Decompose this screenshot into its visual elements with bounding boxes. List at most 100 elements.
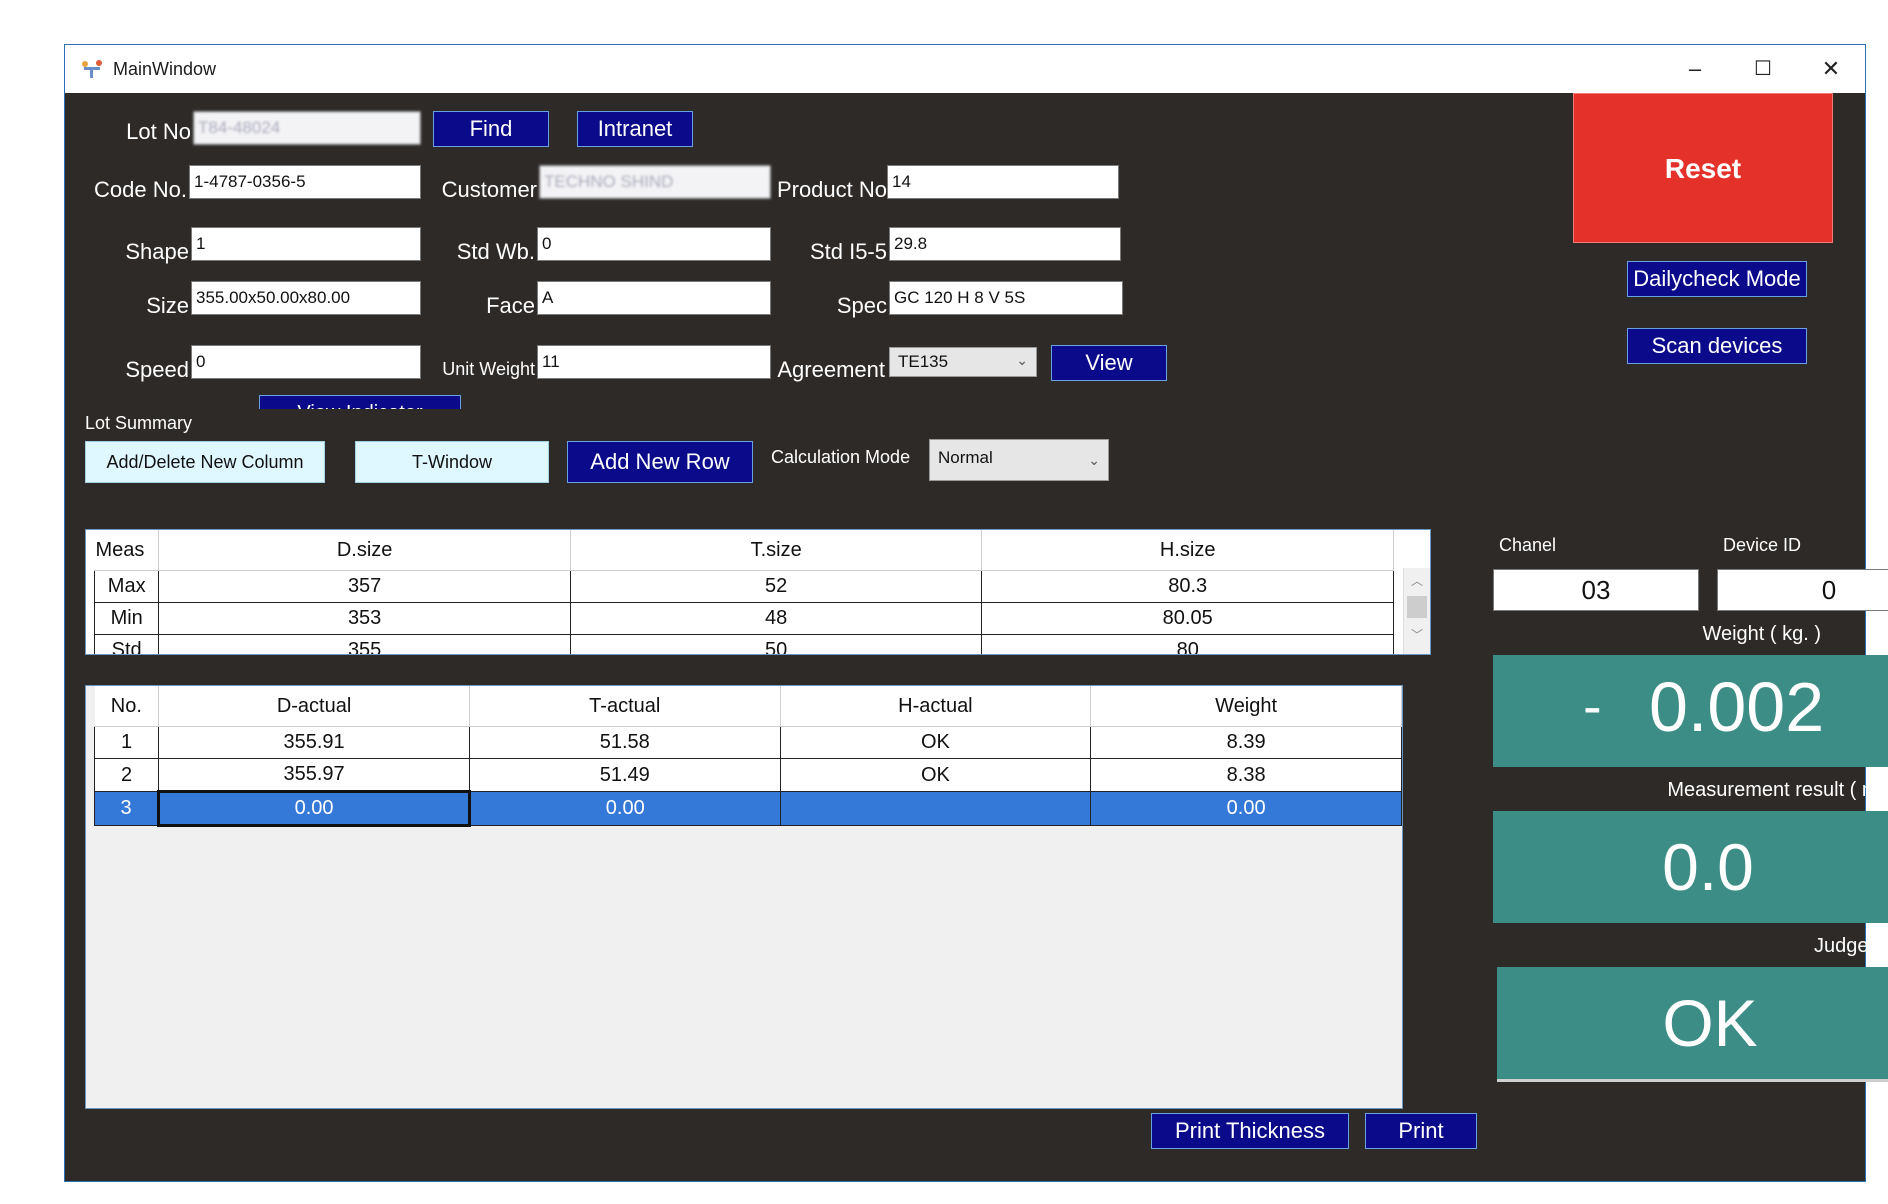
- add-delete-column-button[interactable]: Add/Delete New Column: [85, 441, 325, 483]
- calculation-mode-label: Calculation Mode: [771, 447, 911, 467]
- spec-input[interactable]: GC 120 H 8 V 5S: [889, 281, 1123, 315]
- table-row[interactable]: Max 357 52 80.3: [93, 570, 1394, 603]
- table-cell[interactable]: 3: [93, 791, 160, 826]
- judgement-display: OK: [1497, 967, 1888, 1082]
- intranet-button[interactable]: Intranet: [577, 111, 693, 147]
- col-header[interactable]: Weight: [1090, 686, 1402, 727]
- table-cell[interactable]: 52: [569, 570, 983, 603]
- view-indicator-button[interactable]: View Indicator: [259, 395, 461, 409]
- measurement-table: No. D-actual T-actual H-actual Weight 1 …: [85, 685, 1403, 1109]
- table-cell[interactable]: Std: [93, 634, 160, 654]
- code-no-input[interactable]: 1-4787-0356-5: [189, 165, 421, 199]
- table-cell[interactable]: [779, 791, 1092, 826]
- col-header[interactable]: T.size: [570, 530, 983, 571]
- table-cell[interactable]: Max: [93, 570, 160, 603]
- maximize-button[interactable]: ☐: [1754, 58, 1772, 80]
- customer-input[interactable]: TECHNO SHIND: [539, 165, 771, 199]
- print-thickness-button[interactable]: Print Thickness: [1151, 1113, 1349, 1149]
- add-new-row-button[interactable]: Add New Row: [567, 441, 753, 483]
- col-header[interactable]: H.size: [981, 530, 1394, 571]
- dailycheck-mode-button[interactable]: Dailycheck Mode: [1627, 261, 1807, 297]
- table-cell[interactable]: 0.00: [1090, 791, 1402, 826]
- table-cell[interactable]: 353: [158, 602, 571, 635]
- measurement-display: 0.0: [1493, 811, 1888, 923]
- find-button[interactable]: Find: [433, 111, 549, 147]
- speed-input[interactable]: 0: [191, 345, 421, 379]
- focused-cell[interactable]: 0.00: [157, 790, 471, 827]
- scroll-up-icon[interactable]: ︿: [1411, 574, 1424, 588]
- table-row[interactable]: 2 355.97 51.49 OK 8.38: [93, 758, 1402, 792]
- col-header[interactable]: Meas: [94, 530, 160, 571]
- close-button[interactable]: ✕: [1821, 56, 1841, 81]
- customer-label: Customer: [441, 177, 537, 202]
- device-id-input[interactable]: 0: [1717, 569, 1888, 611]
- reset-button[interactable]: Reset: [1573, 93, 1833, 243]
- view-indicator-clip: View Indicator: [259, 395, 461, 409]
- table-cell[interactable]: 8.39: [1090, 726, 1402, 759]
- agreement-value: TE135: [898, 352, 949, 371]
- table-row[interactable]: 1 355.91 51.58 OK 8.39: [93, 726, 1402, 759]
- weight-label: Weight ( kg. ): [1702, 623, 1821, 645]
- minimize-button[interactable]: –: [1688, 56, 1702, 81]
- size-label: Size: [146, 293, 189, 318]
- weight-value: 0.002: [1649, 668, 1825, 746]
- t-window-button[interactable]: T-Window: [355, 441, 549, 483]
- scroll-thumb[interactable]: [1407, 596, 1427, 618]
- std-wb-input[interactable]: 0: [537, 227, 771, 261]
- table-cell[interactable]: 355.97: [158, 758, 470, 792]
- table-cell[interactable]: 355: [158, 634, 571, 654]
- summary-header-row: Meas D.size T.size H.size: [94, 530, 1394, 571]
- unit-weight-label: Unit Weight: [442, 359, 535, 379]
- std-is5-input[interactable]: 29.8: [889, 227, 1121, 261]
- summary-table: Meas D.size T.size H.size Max 357 52 80.…: [85, 529, 1431, 655]
- table-cell[interactable]: 80.05: [981, 602, 1394, 635]
- table-row[interactable]: Min 353 48 80.05: [93, 602, 1394, 635]
- table-cell[interactable]: 50: [569, 634, 983, 654]
- table-cell[interactable]: 8.38: [1090, 758, 1402, 792]
- selected-table-row[interactable]: 3 0.00 0.00 0.00: [93, 790, 1402, 827]
- table-cell[interactable]: 2: [93, 758, 160, 792]
- table-cell[interactable]: OK: [779, 758, 1092, 792]
- lot-no-label: Lot No: [126, 119, 191, 144]
- agreement-select[interactable]: TE135 ⌄: [889, 347, 1037, 377]
- print-button[interactable]: Print: [1365, 1113, 1477, 1149]
- std-wb-label: Std Wb.: [456, 239, 535, 264]
- table-cell[interactable]: 51.49: [468, 758, 781, 792]
- col-header[interactable]: No.: [94, 686, 160, 727]
- table-cell[interactable]: 51.58: [468, 726, 781, 759]
- table-cell[interactable]: 357: [158, 570, 571, 603]
- table-cell[interactable]: 0.00: [468, 791, 781, 826]
- col-header[interactable]: H-actual: [780, 686, 1092, 727]
- col-header[interactable]: T-actual: [469, 686, 781, 727]
- table-cell[interactable]: 80: [981, 634, 1394, 654]
- table-cell[interactable]: OK: [779, 726, 1092, 759]
- scroll-down-icon[interactable]: ﹀: [1411, 628, 1424, 642]
- unit-weight-input[interactable]: 11: [537, 345, 771, 379]
- lot-no-input[interactable]: T84-48024: [193, 111, 421, 145]
- scan-devices-button[interactable]: Scan devices: [1627, 328, 1807, 364]
- face-input[interactable]: A: [537, 281, 771, 315]
- lot-summary-label: Lot Summary: [85, 413, 193, 433]
- col-header[interactable]: D.size: [158, 530, 571, 571]
- size-input[interactable]: 355.00x50.00x80.00: [191, 281, 421, 315]
- table-cell[interactable]: Min: [93, 602, 160, 635]
- table-cell[interactable]: 1: [93, 726, 160, 759]
- chevron-down-icon: ⌄: [1088, 452, 1100, 468]
- std-is5-label: Std I5-5: [809, 239, 887, 264]
- table-cell[interactable]: 48: [569, 602, 983, 635]
- chanel-label: Chanel: [1499, 535, 1557, 555]
- view-button[interactable]: View: [1051, 345, 1167, 381]
- col-header[interactable]: D-actual: [158, 686, 470, 727]
- table-cell[interactable]: 355.91: [158, 726, 470, 759]
- judgement-label: Judgement: [1814, 935, 1888, 957]
- table-cell[interactable]: 80.3: [981, 570, 1394, 603]
- table-row[interactable]: Std 355 50 80: [93, 634, 1394, 654]
- chanel-input[interactable]: 03: [1493, 569, 1699, 611]
- app-icon: [82, 60, 102, 78]
- product-no-input[interactable]: 14: [887, 165, 1119, 199]
- spec-label: Spec: [836, 293, 887, 318]
- vertical-scrollbar[interactable]: ︿ ﹀: [1403, 568, 1430, 654]
- calculation-mode-select[interactable]: Normal ⌄: [929, 439, 1109, 481]
- shape-input[interactable]: 1: [191, 227, 421, 261]
- product-no-label: Product No: [776, 177, 887, 202]
